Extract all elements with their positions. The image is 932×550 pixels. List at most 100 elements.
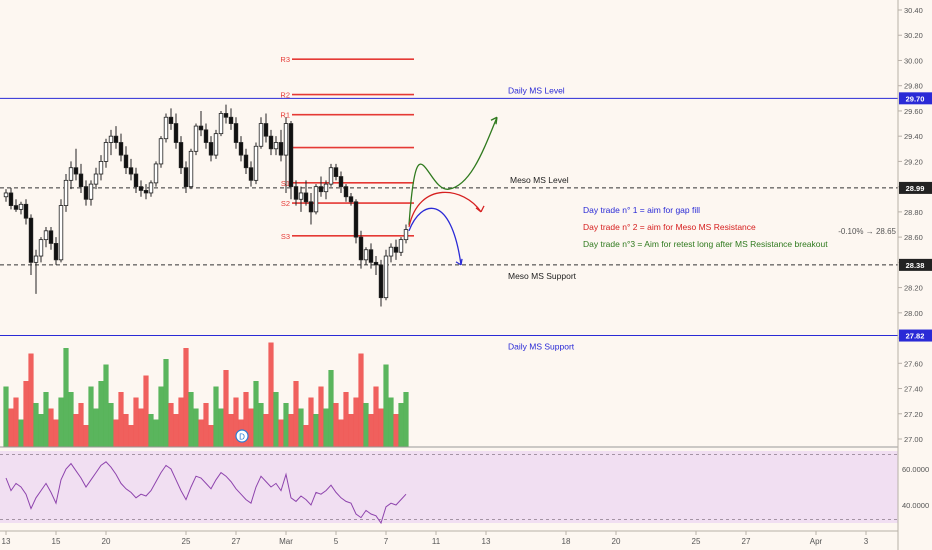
time-tick-label: 25 <box>182 537 191 546</box>
volume-bar <box>183 348 189 447</box>
candle-body <box>223 113 229 118</box>
candle-body <box>283 123 289 156</box>
candle-body <box>388 246 394 257</box>
volume-bar <box>298 408 304 447</box>
pivot-label: S2 <box>281 199 290 208</box>
volume-bar <box>388 397 394 447</box>
dividend-marker-label: D <box>239 433 245 442</box>
level-label: Meso MS Support <box>508 271 577 281</box>
volume-bar <box>23 381 29 447</box>
volume-bar <box>363 403 369 447</box>
volume-bar <box>8 408 14 447</box>
rsi-panel <box>0 454 898 525</box>
pivot-label: R1 <box>280 111 290 120</box>
candle-body <box>393 246 399 253</box>
candle-body <box>163 116 169 140</box>
candle-body <box>208 142 214 156</box>
time-tick-label: 27 <box>232 537 241 546</box>
candle-body <box>253 145 259 181</box>
volume-bar <box>173 414 179 447</box>
candle-body <box>123 154 129 169</box>
volume-bar <box>138 408 144 447</box>
pivot-label: R2 <box>280 91 290 100</box>
candle-body <box>18 203 24 210</box>
candle-body <box>103 142 109 162</box>
volume-bar <box>383 364 389 447</box>
volume-bar <box>393 414 399 447</box>
candle-body <box>148 182 154 194</box>
candle-body <box>248 167 254 181</box>
pivot-label: S3 <box>281 232 290 241</box>
candle-body <box>178 142 184 169</box>
level-price-tag-label: 28.38 <box>906 261 925 270</box>
candle-body <box>198 125 204 131</box>
volume-bar <box>113 419 119 447</box>
volume-bar <box>63 348 69 447</box>
rsi-tick-label: 40.0000 <box>902 501 929 510</box>
candle-body <box>133 173 139 188</box>
candle-body <box>138 186 144 191</box>
candle-body <box>113 135 119 143</box>
time-tick-label: 13 <box>2 537 11 546</box>
arrow-head-trade-3 <box>490 116 498 125</box>
volume-bar <box>143 375 149 447</box>
price-tick-label: 27.00 <box>904 435 923 444</box>
volume-bar <box>398 403 404 447</box>
arrow-trade-2 <box>408 191 482 227</box>
candle-body <box>238 142 244 156</box>
candle-body <box>218 113 224 135</box>
candle-body <box>378 264 384 299</box>
price-tick-label: 27.40 <box>904 385 923 394</box>
candle-body <box>118 142 124 156</box>
arrow-trade-1 <box>408 207 462 265</box>
volume-bar <box>268 342 274 447</box>
time-tick-label: 20 <box>102 537 111 546</box>
volume-bar <box>163 359 169 447</box>
price-tick-label: 28.80 <box>904 208 923 217</box>
candle-body <box>128 167 134 175</box>
candle-body <box>358 236 364 261</box>
candle-body <box>403 229 409 241</box>
trade-arrows <box>408 116 498 266</box>
volume-bar <box>378 408 384 447</box>
candle-body <box>33 255 39 263</box>
volume-bar <box>193 408 199 447</box>
volume-bar <box>33 403 39 447</box>
volume-bar <box>43 392 49 447</box>
time-tick-label: 3 <box>864 537 869 546</box>
time-tick-label: 11 <box>432 537 441 546</box>
candle-body <box>258 123 264 147</box>
candle-body <box>88 183 94 200</box>
candle-body <box>278 142 284 156</box>
time-tick-label: 15 <box>52 537 61 546</box>
candle-body <box>398 239 404 253</box>
volume-bar <box>168 403 174 447</box>
volume-bar <box>28 353 34 447</box>
price-tick-label: 29.60 <box>904 107 923 116</box>
price-tick-label: 29.80 <box>904 82 923 91</box>
volume-bar <box>403 392 409 447</box>
candles <box>3 104 409 307</box>
candle-body <box>73 167 79 175</box>
candle-body <box>43 230 49 241</box>
volume-bar <box>258 403 264 447</box>
volume-bar <box>158 386 164 447</box>
candle-body <box>328 167 334 185</box>
time-tick-label: 18 <box>562 537 571 546</box>
volume-bar <box>83 425 89 447</box>
candle-body <box>108 135 114 143</box>
price-tick-label: 27.20 <box>904 410 923 419</box>
candle-body <box>353 201 359 238</box>
level-price-tag <box>899 329 932 342</box>
volume-bar <box>123 414 129 447</box>
rsi-tick-label: 60.0000 <box>902 465 929 474</box>
volume-bar <box>323 408 329 447</box>
candle-body <box>243 154 249 169</box>
candle-body <box>318 186 324 193</box>
candle-body <box>28 217 34 263</box>
rsi-line <box>5 461 407 525</box>
level-label: Daily MS Level <box>508 85 565 95</box>
candle-body <box>3 192 9 198</box>
volume-bar <box>128 425 134 447</box>
time-tick-label: 20 <box>612 537 621 546</box>
